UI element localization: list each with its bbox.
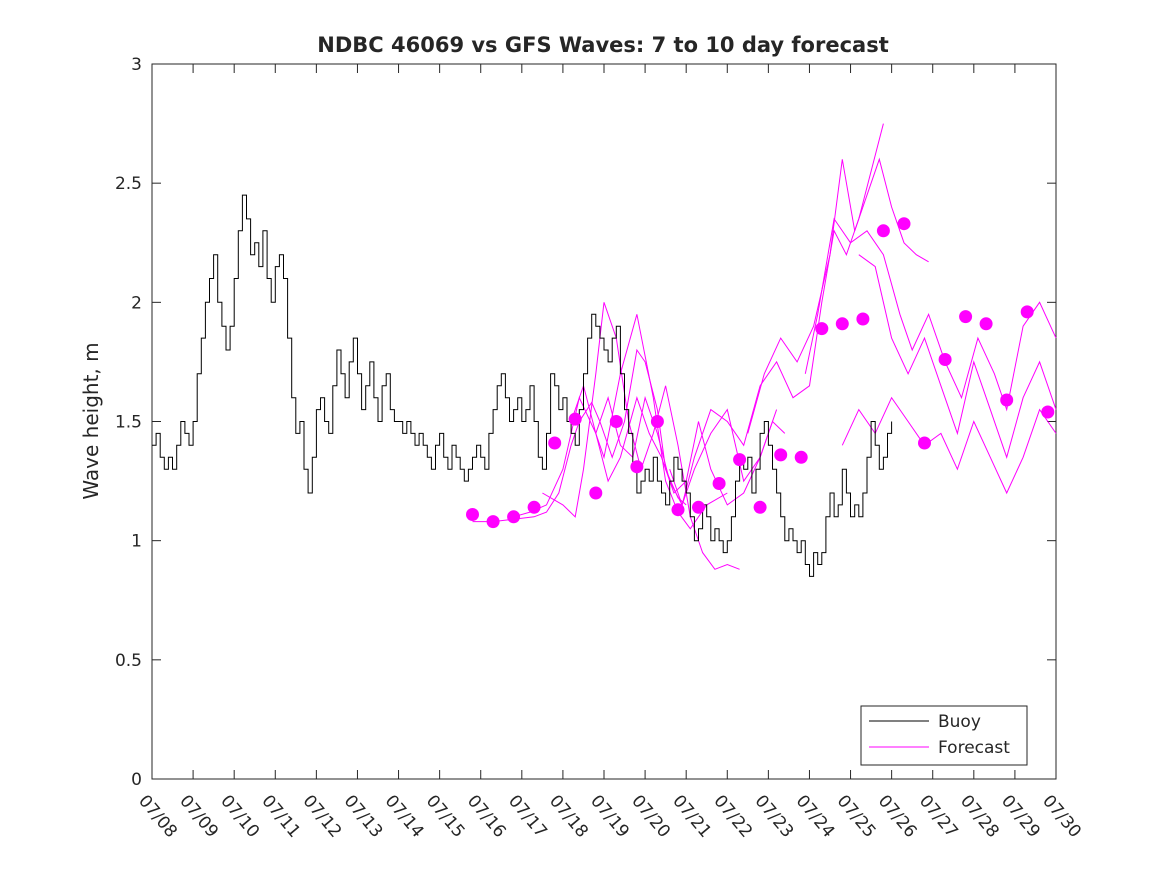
forecast-point	[548, 436, 562, 450]
forecast-point	[835, 317, 849, 331]
x-tick-label: 07/20	[627, 791, 674, 841]
y-tick-label: 1.5	[115, 413, 142, 433]
x-tick-label: 07/28	[956, 791, 1003, 841]
forecast-point	[959, 310, 973, 324]
forecast-point	[733, 453, 747, 467]
buoy-line	[152, 194, 893, 577]
legend-forecast-label: Forecast	[938, 738, 1010, 758]
forecast-point	[650, 415, 664, 428]
x-tick-label: 07/12	[299, 791, 346, 841]
series-layer	[152, 123, 1057, 577]
y-tick-label: 2	[131, 293, 142, 313]
forecast-point	[568, 412, 582, 426]
chart-title: NDBC 46069 vs GFS Waves: 7 to 10 day for…	[317, 33, 888, 57]
forecast-point	[753, 500, 767, 514]
forecast-point	[774, 448, 788, 462]
forecast-run-line	[669, 123, 884, 507]
x-tick-label: 07/25	[833, 791, 880, 841]
x-tick-label: 07/21	[668, 791, 715, 841]
x-tick-label: 07/26	[874, 791, 921, 841]
legend-buoy-label: Buoy	[938, 712, 981, 732]
forecast-point	[979, 317, 993, 331]
x-tick-label: 07/15	[422, 791, 469, 841]
forecast-point	[876, 224, 890, 238]
y-axis-ticks: 0 0.5 1 1.5 2 2.5 3	[115, 55, 1056, 790]
x-tick-label: 07/30	[1038, 791, 1085, 841]
forecast-point	[938, 353, 952, 366]
forecast-point	[918, 436, 931, 450]
y-tick-label: 1	[131, 532, 142, 552]
x-tick-label: 07/23	[751, 791, 798, 841]
x-tick-label: 07/27	[915, 791, 962, 841]
forecast-point	[507, 510, 521, 524]
forecast-point	[815, 322, 829, 336]
y-tick-label: 0	[131, 770, 142, 790]
forecast-point	[1041, 405, 1055, 419]
forecast-run-line	[858, 254, 1057, 459]
forecast-point	[527, 500, 541, 514]
x-tick-label: 07/11	[257, 791, 304, 841]
x-tick-label: 07/18	[545, 791, 592, 841]
x-tick-label: 07/19	[586, 791, 633, 841]
forecast-point	[856, 312, 870, 326]
x-tick-label: 07/09	[175, 791, 222, 841]
forecast-point	[897, 217, 911, 231]
legend: Buoy Forecast	[860, 705, 1028, 766]
forecast-run-line	[804, 217, 1057, 412]
forecast-point	[1020, 305, 1034, 319]
forecast-point	[712, 477, 726, 490]
x-tick-label: 07/17	[504, 791, 551, 841]
forecast-point	[1000, 393, 1014, 407]
y-tick-label: 3	[131, 55, 142, 75]
forecast-run-line	[747, 157, 929, 434]
x-tick-label: 07/29	[997, 791, 1044, 841]
forecast-point	[466, 508, 479, 521]
forecast-point	[671, 503, 685, 517]
forecast-run-line	[841, 396, 1057, 495]
x-tick-label: 07/10	[216, 791, 263, 841]
x-tick-label: 07/24	[792, 791, 839, 841]
x-tick-label: 07/16	[463, 791, 510, 841]
y-axis-label: Wave height, m	[79, 342, 103, 499]
forecast-point	[609, 415, 623, 428]
y-tick-label: 2.5	[115, 174, 142, 194]
forecast-point	[589, 486, 603, 500]
x-tick-label: 07/13	[340, 791, 387, 841]
forecast-point	[630, 460, 644, 474]
x-tick-label: 07/14	[381, 791, 428, 841]
forecast-point	[486, 515, 500, 529]
x-tick-label: 07/22	[709, 791, 756, 841]
forecast-point	[794, 450, 808, 464]
x-tick-label: 07/08	[134, 791, 181, 841]
y-tick-label: 0.5	[115, 651, 142, 671]
forecast-point	[692, 500, 705, 514]
plot-frame	[151, 63, 1057, 780]
